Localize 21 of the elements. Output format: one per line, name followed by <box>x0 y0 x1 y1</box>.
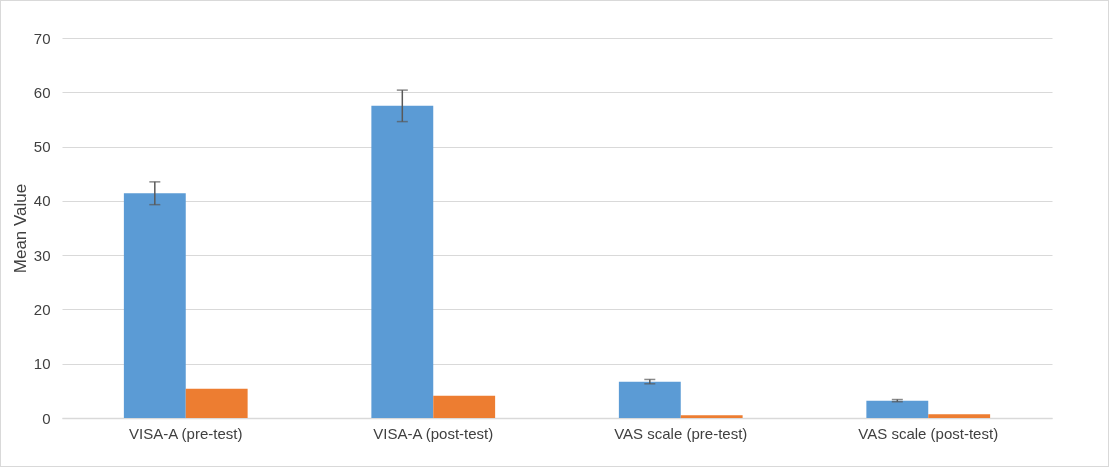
bar <box>928 414 991 418</box>
x-tick-label: VAS scale (post-test) <box>858 424 999 442</box>
bar <box>433 395 496 418</box>
y-tick-label: 70 <box>33 29 51 47</box>
bar <box>123 193 186 418</box>
bar <box>866 400 929 418</box>
y-tick-label: 50 <box>33 138 51 156</box>
x-tick-label: VISA-A (pre-test) <box>129 424 243 442</box>
bar <box>371 105 434 418</box>
x-tick-label: VAS scale (pre-test) <box>614 424 748 442</box>
bar <box>185 388 248 418</box>
bar <box>680 415 743 418</box>
y-tick-label: 10 <box>33 355 51 373</box>
y-axis-title: Mean Value <box>10 183 30 274</box>
bar <box>618 381 681 418</box>
y-tick-label: 0 <box>42 409 51 427</box>
y-tick-label: 60 <box>33 83 51 101</box>
y-tick-label: 30 <box>33 246 51 264</box>
y-tick-label: 40 <box>33 192 51 210</box>
y-tick-label: 20 <box>33 300 51 318</box>
x-tick-label: VISA-A (post-test) <box>373 424 494 442</box>
